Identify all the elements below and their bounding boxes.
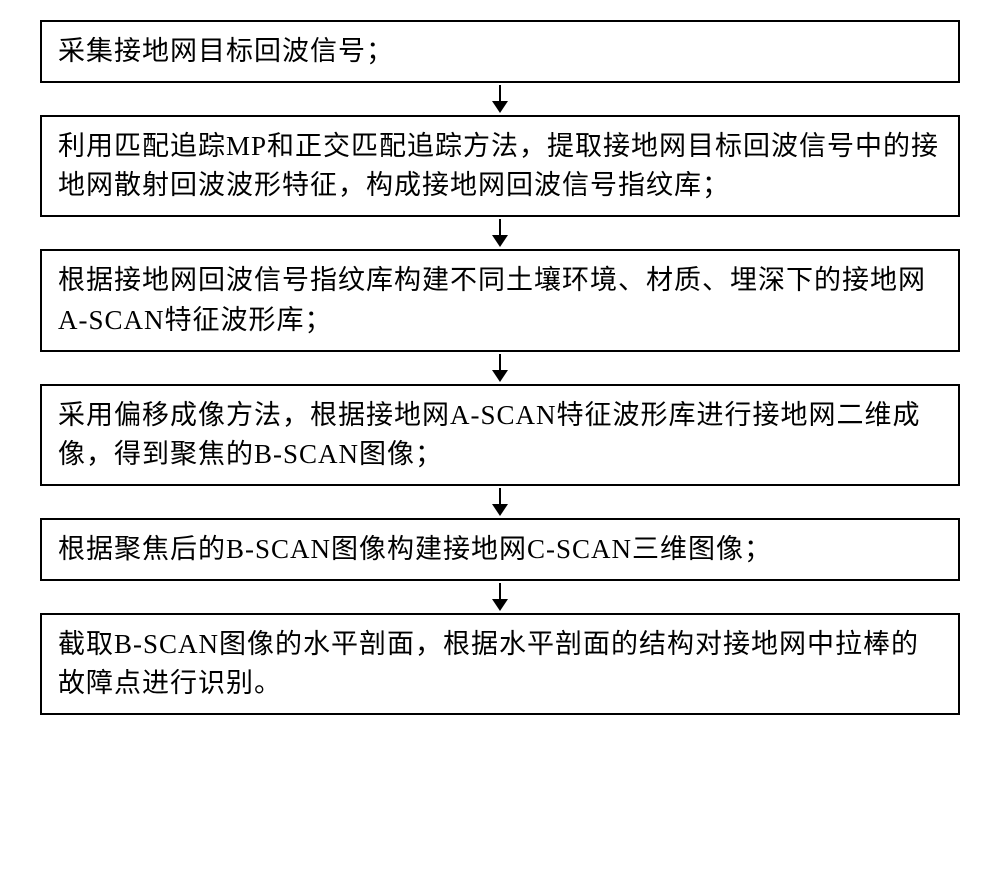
flowchart-container: 采集接地网目标回波信号； 利用匹配追踪MP和正交匹配追踪方法，提取接地网目标回波… bbox=[40, 20, 960, 715]
arrow-head bbox=[492, 101, 508, 113]
step-text: 根据聚焦后的B-SCAN图像构建接地网C-SCAN三维图像； bbox=[58, 534, 772, 564]
flowchart-arrow bbox=[492, 217, 508, 249]
arrow-head bbox=[492, 599, 508, 611]
arrow-line bbox=[499, 354, 501, 370]
arrow-head bbox=[492, 504, 508, 516]
step-text: 采用偏移成像方法，根据接地网A-SCAN特征波形库进行接地网二维成像，得到聚焦的… bbox=[58, 400, 921, 469]
arrow-head bbox=[492, 370, 508, 382]
flowchart-step-3: 根据接地网回波信号指纹库构建不同土壤环境、材质、埋深下的接地网A-SCAN特征波… bbox=[40, 249, 960, 351]
arrow-line bbox=[499, 219, 501, 235]
step-text: 截取B-SCAN图像的水平剖面，根据水平剖面的结构对接地网中拉棒的故障点进行识别… bbox=[58, 629, 919, 698]
step-text: 利用匹配追踪MP和正交匹配追踪方法，提取接地网目标回波信号中的接地网散射回波波形… bbox=[58, 131, 939, 200]
flowchart-arrow bbox=[492, 352, 508, 384]
flowchart-step-6: 截取B-SCAN图像的水平剖面，根据水平剖面的结构对接地网中拉棒的故障点进行识别… bbox=[40, 613, 960, 715]
flowchart-arrow bbox=[492, 486, 508, 518]
arrow-line bbox=[499, 488, 501, 504]
flowchart-step-1: 采集接地网目标回波信号； bbox=[40, 20, 960, 83]
flowchart-arrow bbox=[492, 83, 508, 115]
flowchart-arrow bbox=[492, 581, 508, 613]
arrow-line bbox=[499, 85, 501, 101]
arrow-head bbox=[492, 235, 508, 247]
step-text: 采集接地网目标回波信号； bbox=[58, 36, 394, 66]
flowchart-step-5: 根据聚焦后的B-SCAN图像构建接地网C-SCAN三维图像； bbox=[40, 518, 960, 581]
flowchart-step-2: 利用匹配追踪MP和正交匹配追踪方法，提取接地网目标回波信号中的接地网散射回波波形… bbox=[40, 115, 960, 217]
flowchart-step-4: 采用偏移成像方法，根据接地网A-SCAN特征波形库进行接地网二维成像，得到聚焦的… bbox=[40, 384, 960, 486]
step-text: 根据接地网回波信号指纹库构建不同土壤环境、材质、埋深下的接地网A-SCAN特征波… bbox=[58, 265, 926, 334]
arrow-line bbox=[499, 583, 501, 599]
